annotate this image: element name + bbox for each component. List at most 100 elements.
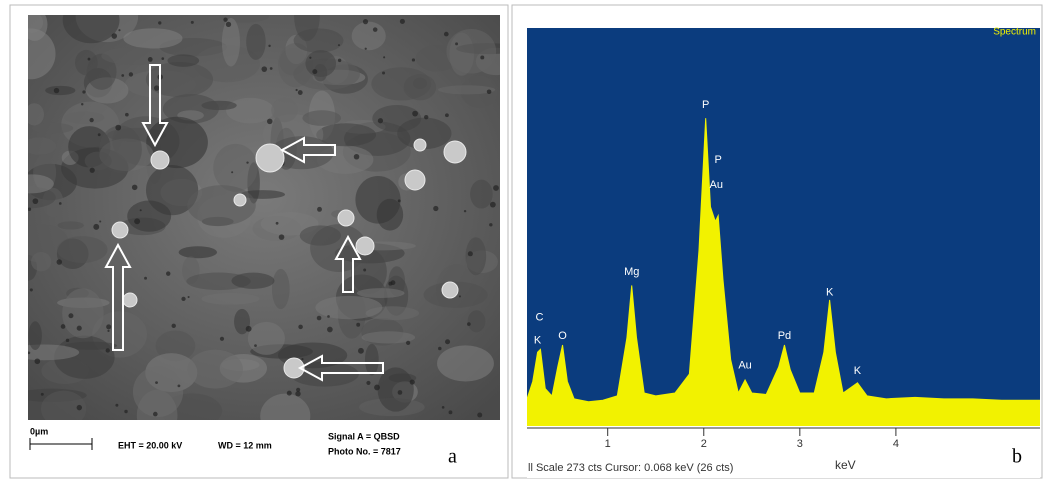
pore xyxy=(317,207,322,212)
pore xyxy=(287,391,292,396)
pore xyxy=(276,222,279,225)
pore xyxy=(363,269,366,272)
pore xyxy=(459,295,461,297)
pore xyxy=(81,103,83,105)
pore xyxy=(410,379,415,384)
peak-label: Au xyxy=(710,179,723,191)
particle xyxy=(123,293,137,307)
particle xyxy=(112,222,128,238)
pore xyxy=(188,296,190,298)
peak-label: C xyxy=(536,311,544,323)
texture xyxy=(470,180,493,209)
texture xyxy=(123,28,182,48)
pore xyxy=(298,90,303,95)
pore xyxy=(30,288,33,291)
pore xyxy=(148,57,153,62)
pore xyxy=(82,90,85,93)
pore xyxy=(477,412,482,417)
pore xyxy=(270,67,273,70)
pore xyxy=(226,22,231,27)
pore xyxy=(455,42,458,45)
peak-label: P xyxy=(715,154,722,166)
pore xyxy=(487,89,492,94)
texture xyxy=(201,293,259,305)
pore xyxy=(468,251,473,256)
pore xyxy=(445,113,449,117)
pore xyxy=(154,85,159,90)
pore xyxy=(467,322,471,326)
panel-label: a xyxy=(448,446,457,468)
texture xyxy=(179,246,217,258)
pore xyxy=(153,412,158,417)
x-tick-label: 3 xyxy=(797,438,803,450)
pore xyxy=(112,33,118,39)
pore xyxy=(166,271,170,275)
pore xyxy=(106,324,111,329)
texture xyxy=(352,22,386,51)
texture xyxy=(57,236,108,263)
particle xyxy=(356,237,374,255)
x-axis-label: keV xyxy=(835,458,856,472)
pore xyxy=(493,185,499,191)
texture xyxy=(260,394,310,438)
pore xyxy=(161,57,164,60)
pore xyxy=(191,21,194,24)
pore xyxy=(301,358,303,360)
texture xyxy=(167,54,199,66)
texture xyxy=(127,201,171,232)
texture xyxy=(468,310,486,332)
eht: EHT = 20.00 kV xyxy=(118,440,182,450)
pore xyxy=(373,27,378,32)
texture xyxy=(378,367,414,411)
texture xyxy=(23,137,56,154)
pore xyxy=(358,348,364,354)
pore xyxy=(406,341,410,345)
pore xyxy=(35,358,41,364)
texture xyxy=(231,273,274,289)
texture xyxy=(438,85,495,94)
particle xyxy=(414,139,426,151)
pore xyxy=(438,347,442,351)
pore xyxy=(261,66,267,72)
particle xyxy=(256,144,284,172)
pore xyxy=(338,59,341,62)
particle xyxy=(338,210,354,226)
signal: Signal A = QBSD xyxy=(328,431,400,441)
texture xyxy=(371,67,431,100)
pore xyxy=(132,185,138,191)
particle xyxy=(405,170,425,190)
pore xyxy=(54,88,59,93)
pore xyxy=(28,207,31,210)
wd: WD = 12 mm xyxy=(218,440,272,450)
pore xyxy=(33,198,39,204)
pore xyxy=(246,326,252,332)
pore xyxy=(93,224,99,230)
pore xyxy=(480,55,484,59)
status: ll Scale 273 cts Cursor: 0.068 keV (26 c… xyxy=(528,462,733,474)
pore xyxy=(309,57,311,59)
texture xyxy=(9,174,54,193)
pore xyxy=(144,277,147,280)
pore xyxy=(444,32,449,37)
peak-label: K xyxy=(854,365,862,377)
pore xyxy=(366,381,370,385)
photo: Photo No. = 7817 xyxy=(328,446,401,456)
pore xyxy=(433,206,438,211)
pore xyxy=(327,327,333,333)
texture xyxy=(99,125,142,173)
pore xyxy=(354,154,360,160)
texture xyxy=(213,144,257,192)
pore xyxy=(134,218,140,224)
pore xyxy=(88,58,91,61)
pore xyxy=(140,209,142,211)
pore xyxy=(59,202,62,205)
pore xyxy=(68,313,73,318)
pore xyxy=(295,89,297,91)
texture xyxy=(272,269,290,309)
particle xyxy=(234,194,246,206)
pore xyxy=(28,351,31,354)
pore xyxy=(490,202,496,208)
texture xyxy=(45,86,75,95)
pore xyxy=(312,69,317,74)
pore xyxy=(317,316,322,321)
